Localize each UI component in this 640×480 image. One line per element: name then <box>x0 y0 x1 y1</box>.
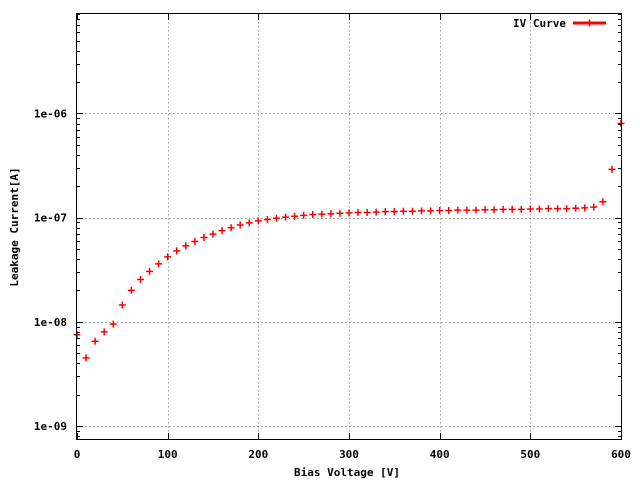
data-point <box>263 215 271 223</box>
data-point <box>499 205 507 213</box>
data-point <box>463 206 471 214</box>
data-point <box>164 253 172 261</box>
data-point <box>408 207 416 215</box>
data-point <box>526 205 534 213</box>
data-point <box>436 207 444 215</box>
data-point <box>572 204 580 212</box>
data-point <box>82 354 90 362</box>
x-tick-label: 400 <box>430 448 450 461</box>
data-point <box>454 206 462 214</box>
data-point <box>427 207 435 215</box>
data-point <box>300 211 308 219</box>
legend-label: IV Curve <box>513 17 566 30</box>
legend: IV Curve <box>513 17 606 30</box>
data-point <box>581 204 589 212</box>
data-point <box>318 210 326 218</box>
y-tick-label: 1e-06 <box>34 107 67 120</box>
data-point <box>127 286 135 294</box>
y-axis-label: Leakage Current[A] <box>8 167 21 286</box>
data-point <box>345 209 353 217</box>
x-axis-label: Bias Voltage [V] <box>294 466 400 479</box>
data-point <box>218 227 226 235</box>
plot-frame <box>76 13 622 440</box>
x-tick-label: 200 <box>248 448 268 461</box>
data-point <box>173 247 181 255</box>
data-point <box>136 275 144 283</box>
data-point <box>517 205 525 213</box>
x-tick-label: 300 <box>339 448 359 461</box>
x-tick-label: 100 <box>158 448 178 461</box>
data-point <box>200 233 208 241</box>
data-point <box>372 208 380 216</box>
data-point <box>118 301 126 309</box>
data-point <box>535 205 543 213</box>
data-point <box>490 206 498 214</box>
data-point <box>336 209 344 217</box>
data-point <box>472 206 480 214</box>
y-tick-label: 1e-07 <box>34 212 67 225</box>
data-point <box>563 205 571 213</box>
data-point <box>100 328 108 336</box>
y-tick-label: 1e-08 <box>34 316 67 329</box>
data-point <box>155 260 163 268</box>
data-point <box>245 219 253 227</box>
data-point <box>354 208 362 216</box>
x-tick-label: 0 <box>74 448 81 461</box>
data-point <box>309 211 317 219</box>
data-point <box>418 207 426 215</box>
axis-ticks <box>77 14 622 439</box>
data-point <box>236 221 244 229</box>
data-point <box>508 205 516 213</box>
legend-marker <box>586 19 593 27</box>
data-point <box>291 212 299 220</box>
data-point <box>544 205 552 213</box>
data-point <box>381 208 389 216</box>
x-tick-label: 500 <box>520 448 540 461</box>
data-point <box>481 206 489 214</box>
x-tick-label: 600 <box>611 448 631 461</box>
data-point <box>327 210 335 218</box>
data-point <box>590 203 598 211</box>
x-axis-tick-labels: 0 100 200 300 400 500 600 <box>74 448 631 461</box>
data-point <box>109 320 117 328</box>
data-point <box>227 224 235 232</box>
data-point <box>282 213 290 221</box>
data-point <box>209 230 217 238</box>
data-point <box>363 208 371 216</box>
data-points <box>73 120 625 362</box>
data-point <box>445 207 453 215</box>
data-point <box>191 237 199 245</box>
data-point <box>254 217 262 225</box>
data-point <box>608 165 616 173</box>
data-point <box>399 207 407 215</box>
data-point <box>599 198 607 206</box>
grid-lines <box>77 14 621 439</box>
data-point <box>554 205 562 213</box>
y-axis-tick-labels: 1e-09 1e-08 1e-07 1e-06 <box>34 107 67 433</box>
y-tick-label: 1e-09 <box>34 420 67 433</box>
data-point <box>272 214 280 222</box>
data-point <box>182 242 190 250</box>
data-point <box>146 267 154 275</box>
data-point <box>390 208 398 216</box>
data-point <box>91 337 99 345</box>
